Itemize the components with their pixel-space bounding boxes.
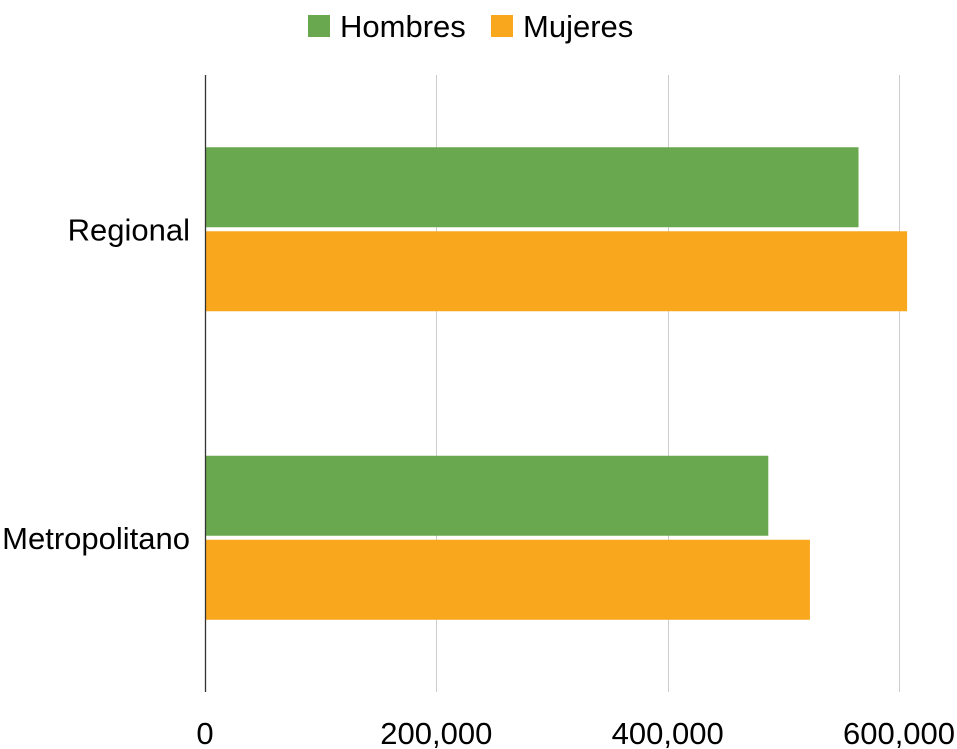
- legend-swatch-hombres: [308, 15, 330, 37]
- x-tick-label: 400,000: [612, 716, 724, 749]
- category-label: Regional: [68, 212, 190, 247]
- x-tick-label: 0: [196, 716, 213, 749]
- bar-mujeres-regional: [206, 231, 908, 312]
- legend-label-mujeres: Mujeres: [523, 9, 633, 44]
- legend-swatch-mujeres: [491, 15, 513, 37]
- legend: Hombres Mujeres: [308, 9, 633, 44]
- axes: 0 200,000 400,000 600,000 Regional Metropolit…: [2, 75, 955, 749]
- category-label: Metropolitano: [2, 521, 190, 556]
- bar-hombres-metropolitano: [206, 455, 769, 536]
- x-tick-label: 200,000: [380, 716, 492, 749]
- bar-mujeres-metropolitano: [206, 539, 810, 620]
- bars: [206, 147, 908, 620]
- x-tick-label: 600,000: [843, 716, 955, 749]
- legend-label-hombres: Hombres: [340, 9, 466, 44]
- bar-hombres-regional: [206, 147, 859, 228]
